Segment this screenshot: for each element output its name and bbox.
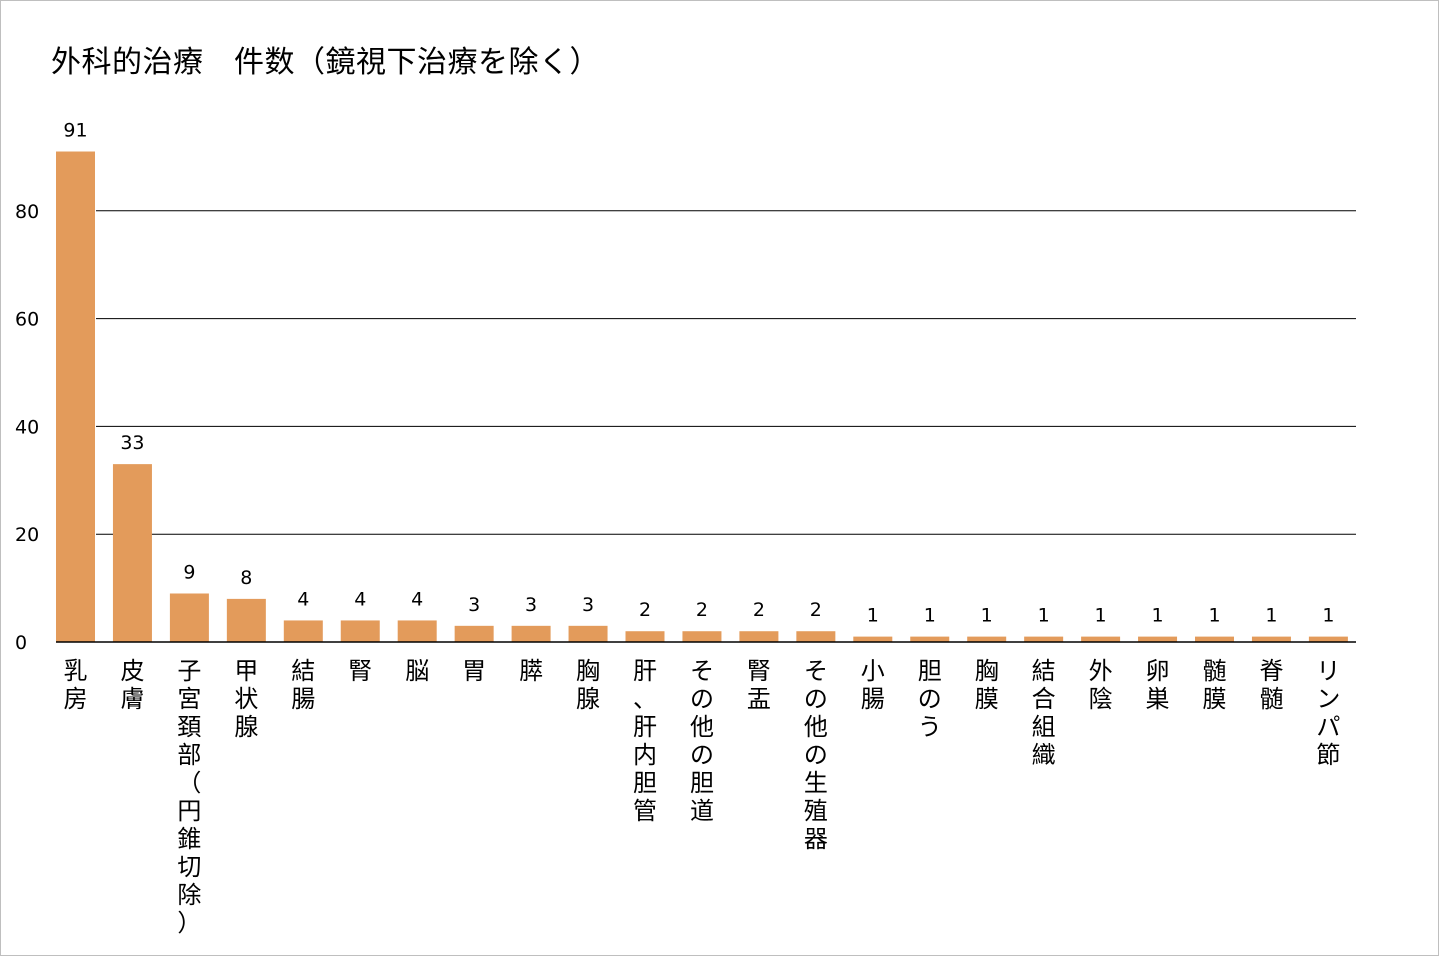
category-label: その他の胆道: [690, 657, 714, 825]
data-label: 3: [525, 594, 537, 616]
data-label: 8: [240, 567, 252, 589]
data-label: 4: [411, 588, 423, 610]
data-label: 4: [354, 588, 366, 610]
y-axis: 0 20 40 60 80: [15, 201, 39, 654]
data-label: 91: [63, 120, 87, 142]
category-label: 腎: [348, 657, 372, 685]
category-label: 子宮頚部（円錐切除）: [177, 657, 201, 937]
y-tick-label: 80: [15, 201, 39, 223]
bar: [397, 620, 437, 642]
bar: [169, 593, 209, 642]
bar: [283, 620, 323, 642]
data-label: 1: [1038, 605, 1050, 627]
data-label: 2: [810, 599, 822, 621]
bar: [739, 631, 779, 642]
data-label: 33: [120, 432, 144, 454]
data-label: 3: [582, 594, 594, 616]
category-label: 胸腺: [576, 657, 600, 713]
category-label: 卵巣: [1146, 657, 1170, 713]
data-label: 1: [1265, 605, 1277, 627]
y-tick-label: 40: [15, 416, 39, 438]
data-label: 1: [1208, 605, 1220, 627]
category-label: 膵: [519, 657, 543, 685]
bar: [1308, 636, 1348, 642]
bar: [340, 620, 380, 642]
bar: [1024, 636, 1064, 642]
y-tick-label: 20: [15, 524, 39, 546]
category-label: 肝、肝内胆管: [633, 657, 657, 825]
y-tick-label: 60: [15, 309, 39, 331]
bar: [112, 464, 152, 642]
category-label: その他の生殖器: [804, 657, 828, 853]
bar: [853, 636, 893, 642]
y-tick-label: 0: [15, 632, 27, 654]
category-label: 甲状腺: [234, 657, 258, 741]
data-label: 2: [753, 599, 765, 621]
gridlines: [96, 210, 1356, 535]
data-label: 1: [1095, 605, 1107, 627]
category-label: 腎盂: [747, 657, 771, 713]
category-label: 皮膚: [120, 657, 144, 713]
bar: [967, 636, 1007, 642]
bars: [56, 151, 1348, 642]
bar: [682, 631, 722, 642]
category-label: 胆のう: [918, 657, 942, 741]
category-label: 結腸: [291, 657, 315, 713]
data-label: 4: [297, 588, 309, 610]
data-label: 1: [867, 605, 879, 627]
category-label: 結合組織: [1032, 657, 1056, 769]
category-label: 脳: [405, 657, 429, 685]
category-label: 胃: [462, 657, 486, 685]
bar: [454, 625, 494, 642]
bar: [1081, 636, 1121, 642]
category-label: リンパ節: [1316, 657, 1340, 769]
category-label: 小腸: [861, 657, 885, 713]
bar: [1138, 636, 1178, 642]
bar: [1195, 636, 1234, 642]
bar: [568, 625, 608, 642]
bar: [56, 151, 95, 642]
data-label: 2: [639, 599, 651, 621]
data-label: 1: [1152, 605, 1164, 627]
category-label: 髄膜: [1203, 657, 1227, 713]
chart-title: 外科的治療 件数（鏡視下治療を除く）: [51, 45, 600, 80]
bar: [796, 631, 836, 642]
data-label: 3: [468, 594, 480, 616]
bar: [625, 631, 665, 642]
category-label: 外陰: [1089, 657, 1113, 713]
category-label: 乳房: [64, 657, 88, 713]
data-label: 2: [696, 599, 708, 621]
bar: [1251, 636, 1291, 642]
bar: [910, 636, 950, 642]
category-label: 胸膜: [975, 657, 999, 713]
category-label: 脊髄: [1259, 657, 1283, 713]
data-label: 9: [183, 561, 195, 583]
data-label: 1: [1322, 605, 1334, 627]
data-label: 1: [924, 605, 936, 627]
bar: [226, 598, 266, 642]
bar: [511, 625, 551, 642]
data-label: 1: [981, 605, 993, 627]
